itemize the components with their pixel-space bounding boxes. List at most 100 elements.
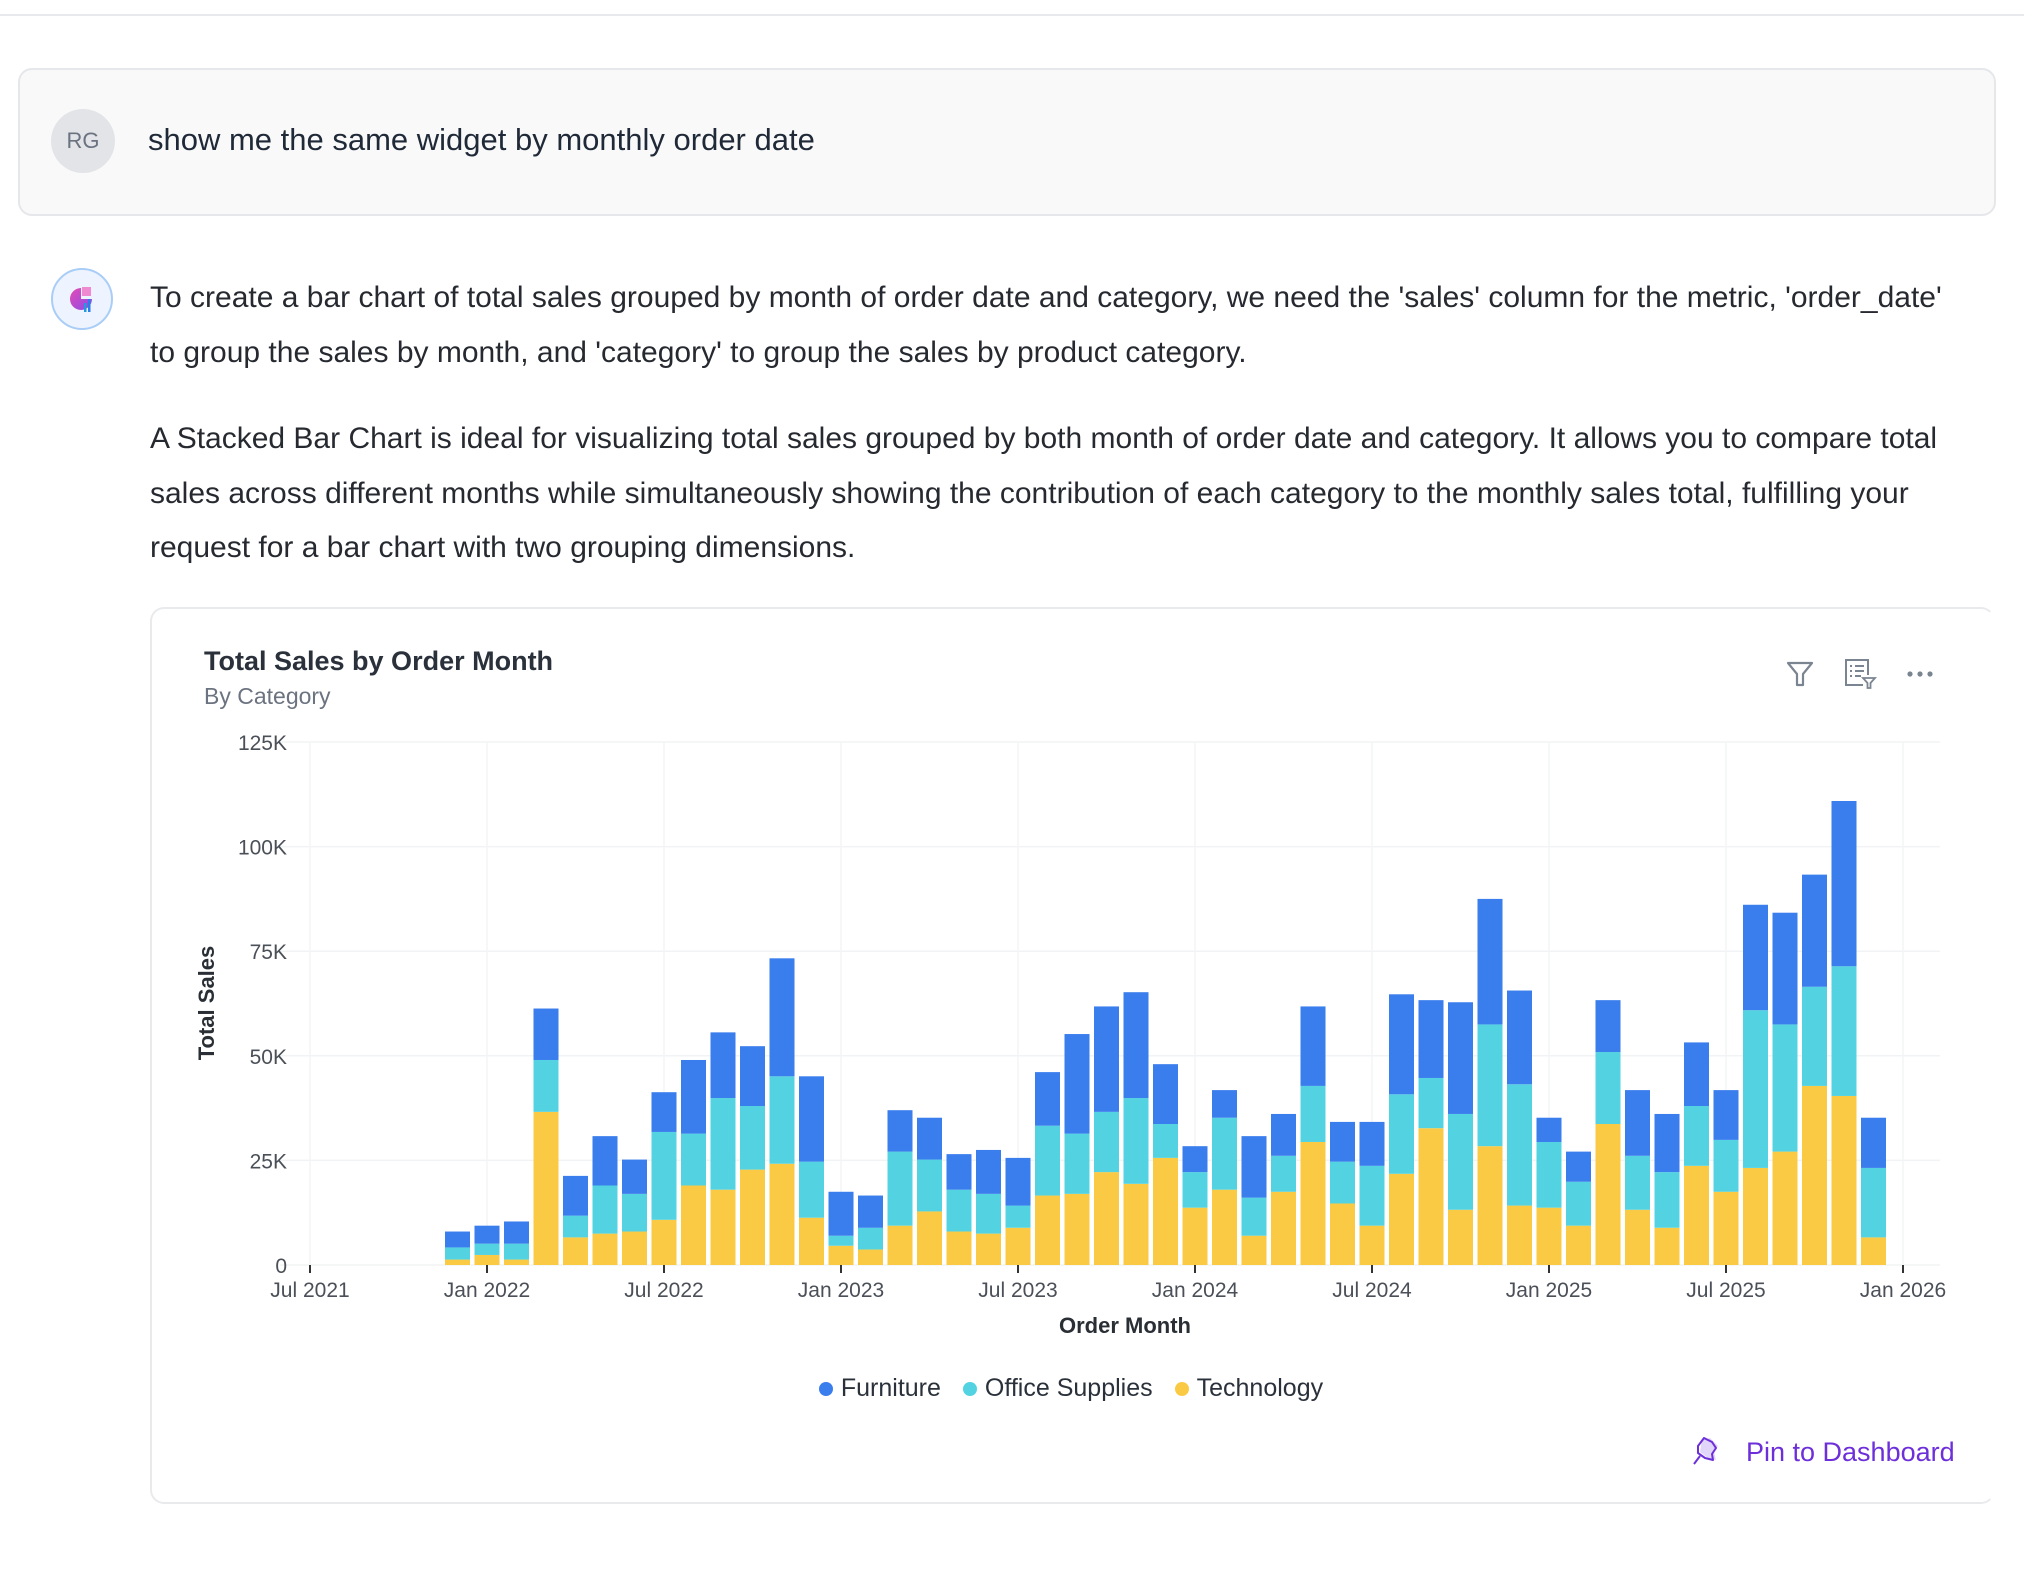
bar-segment-office-supplies[interactable]: Oct 2023 · Office Supplies: 14.4K — [1094, 1111, 1119, 1173]
bar-segment-office-supplies[interactable]: Jan 2022 · Office Supplies: 2.7K — [474, 1243, 500, 1255]
bar-segment-furniture[interactable]: Oct 2025 · Furniture: 26.8K — [1802, 874, 1827, 987]
bar-segment-technology[interactable]: Aug 2025 · Technology: 23.2K — [1743, 1167, 1768, 1265]
filtered-list-button[interactable] — [1840, 654, 1880, 694]
bar-segment-furniture[interactable]: Dec 2022 · Furniture: 20.4K — [799, 1076, 824, 1162]
bar-segment-furniture[interactable]: Oct 2022 · Furniture: 14.3K — [740, 1046, 765, 1107]
bar-segment-office-supplies[interactable]: Jul 2025 · Office Supplies: 12.4K — [1713, 1139, 1739, 1192]
bar-segment-furniture[interactable]: Jun 2023 · Furniture: 10.5K — [976, 1149, 1001, 1194]
bar-segment-office-supplies[interactable]: Aug 2024 · Office Supplies: 19K — [1389, 1094, 1414, 1174]
bar-segment-furniture[interactable]: Jan 2022 · Furniture: 4.3K — [474, 1225, 500, 1244]
bar-segment-furniture[interactable]: May 2023 · Furniture: 8.5K — [946, 1154, 972, 1190]
bar-segment-office-supplies[interactable]: Dec 2022 · Office Supplies: 13.4K — [799, 1161, 824, 1218]
bar-segment-office-supplies[interactable]: Apr 2025 · Office Supplies: 12.9K — [1625, 1155, 1650, 1210]
bar-segment-furniture[interactable]: Sep 2024 · Furniture: 18.6K — [1418, 1000, 1444, 1078]
bar-segment-technology[interactable]: May 2025 · Technology: 8.9K — [1654, 1227, 1680, 1265]
bar-segment-technology[interactable]: Jun 2024 · Technology: 14.7K — [1330, 1203, 1355, 1265]
bar-segment-office-supplies[interactable]: May 2024 · Office Supplies: 13.4K — [1300, 1085, 1326, 1142]
bar-segment-office-supplies[interactable]: May 2023 · Office Supplies: 10K — [946, 1189, 972, 1232]
bar-segment-technology[interactable]: Dec 2023 · Technology: 25.6K — [1153, 1157, 1178, 1265]
bar-segment-office-supplies[interactable]: Jun 2023 · Office Supplies: 9.5K — [976, 1193, 1001, 1234]
bar-segment-office-supplies[interactable]: Aug 2025 · Office Supplies: 37.7K — [1743, 1010, 1768, 1168]
bar-segment-office-supplies[interactable]: Dec 2024 · Office Supplies: 29K — [1507, 1084, 1532, 1206]
bar-segment-office-supplies[interactable]: Dec 2023 · Office Supplies: 8.1K — [1153, 1123, 1178, 1158]
bar-segment-technology[interactable]: Jan 2023 · Technology: 4.6K — [828, 1245, 854, 1265]
bar-segment-furniture[interactable]: Apr 2023 · Furniture: 10K — [917, 1117, 942, 1160]
bar-segment-furniture[interactable]: May 2025 · Furniture: 13.9K — [1654, 1113, 1680, 1173]
bar-segment-office-supplies[interactable]: Nov 2023 · Office Supplies: 20.5K — [1123, 1098, 1149, 1184]
bar-segment-furniture[interactable]: Feb 2023 · Furniture: 7.7K — [858, 1195, 883, 1228]
bar-segment-technology[interactable]: Feb 2022 · Technology: 1.3K — [504, 1259, 529, 1265]
bar-segment-furniture[interactable]: Mar 2024 · Furniture: 14.7K — [1241, 1136, 1267, 1198]
bar-segment-furniture[interactable]: Jun 2024 · Furniture: 9.5K — [1330, 1121, 1355, 1162]
bar-segment-furniture[interactable]: Oct 2024 · Furniture: 26.7K — [1448, 1002, 1473, 1114]
bar-segment-technology[interactable]: Mar 2023 · Technology: 9.4K — [887, 1225, 913, 1265]
bar-segment-technology[interactable]: Aug 2024 · Technology: 21.8K — [1389, 1173, 1414, 1265]
bar-segment-technology[interactable]: Apr 2024 · Technology: 17.5K — [1271, 1191, 1296, 1265]
bar-segment-technology[interactable]: Apr 2025 · Technology: 13.2K — [1625, 1209, 1650, 1265]
bar-segment-technology[interactable]: Mar 2024 · Technology: 7K — [1241, 1235, 1267, 1265]
bar-segment-technology[interactable]: Apr 2023 · Technology: 12.8K — [917, 1211, 942, 1265]
bar-segment-office-supplies[interactable]: Nov 2024 · Office Supplies: 29.1K — [1477, 1024, 1503, 1147]
bar-segment-office-supplies[interactable]: Apr 2022 · Office Supplies: 5.2K — [563, 1215, 588, 1238]
bar-segment-technology[interactable]: Dec 2025 · Technology: 6.6K — [1861, 1237, 1886, 1265]
bar-segment-furniture[interactable]: Jul 2025 · Furniture: 11.9K — [1713, 1090, 1739, 1140]
bar-segment-technology[interactable]: Jul 2025 · Technology: 17.5K — [1713, 1191, 1739, 1265]
pin-to-dashboard-button[interactable]: Pin to Dashboard — [1688, 1434, 1955, 1470]
bar-segment-office-supplies[interactable]: Aug 2023 · Office Supplies: 16.7K — [1035, 1125, 1060, 1196]
bar-segment-technology[interactable]: Nov 2022 · Technology: 24.2K — [769, 1163, 795, 1265]
bar-segment-technology[interactable]: Nov 2025 · Technology: 40.4K — [1831, 1095, 1857, 1265]
bar-segment-office-supplies[interactable]: Feb 2022 · Office Supplies: 3.8K — [504, 1243, 529, 1260]
bar-segment-office-supplies[interactable]: Jun 2025 · Office Supplies: 14.3K — [1684, 1106, 1709, 1166]
bar-segment-technology[interactable]: Feb 2023 · Technology: 3.7K — [858, 1249, 883, 1265]
bar-segment-office-supplies[interactable]: Apr 2024 · Office Supplies: 8.6K — [1271, 1155, 1296, 1192]
bar-segment-office-supplies[interactable]: Jan 2024 · Office Supplies: 8.5K — [1182, 1172, 1208, 1208]
bar-segment-furniture[interactable]: Aug 2022 · Furniture: 17.6K — [681, 1059, 706, 1134]
bar-segment-office-supplies[interactable]: Feb 2024 · Office Supplies: 17.2K — [1212, 1117, 1237, 1190]
bar-segment-technology[interactable]: Dec 2024 · Technology: 14.2K — [1507, 1205, 1532, 1265]
bar-segment-technology[interactable]: Nov 2024 · Technology: 28.4K — [1477, 1146, 1503, 1265]
bar-segment-office-supplies[interactable]: Feb 2025 · Office Supplies: 10.5K — [1566, 1181, 1591, 1226]
bar-segment-furniture[interactable]: Jan 2025 · Furniture: 5.8K — [1536, 1117, 1562, 1142]
bar-segment-office-supplies[interactable]: Sep 2024 · Office Supplies: 12K — [1418, 1077, 1444, 1129]
bar-segment-office-supplies[interactable]: Jul 2024 · Office Supplies: 14.3K — [1359, 1165, 1385, 1226]
bar-segment-furniture[interactable]: Aug 2025 · Furniture: 25.2K — [1743, 904, 1768, 1011]
bar-segment-office-supplies[interactable]: Jul 2023 · Office Supplies: 5.3K — [1005, 1205, 1031, 1228]
bar-segment-furniture[interactable]: Nov 2023 · Furniture: 25.3K — [1123, 992, 1149, 1099]
bar-segment-furniture[interactable]: May 2022 · Furniture: 11.8K — [592, 1136, 618, 1186]
bar-segment-technology[interactable]: Apr 2022 · Technology: 6.6K — [563, 1237, 588, 1265]
bar-segment-office-supplies[interactable]: Dec 2025 · Office Supplies: 16.6K — [1861, 1167, 1886, 1238]
bar-segment-technology[interactable]: Mar 2022 · Technology: 36.6K — [533, 1111, 559, 1265]
bar-segment-furniture[interactable]: Jun 2025 · Furniture: 15.2K — [1684, 1042, 1709, 1107]
bar-segment-technology[interactable]: Jan 2022 · Technology: 2.4K — [474, 1254, 500, 1265]
bar-segment-technology[interactable]: Sep 2022 · Technology: 18K — [710, 1189, 736, 1265]
bar-segment-technology[interactable]: Nov 2023 · Technology: 19.4K — [1123, 1183, 1149, 1265]
bar-segment-furniture[interactable]: Mar 2022 · Furniture: 12.3K — [533, 1008, 559, 1060]
bar-segment-technology[interactable]: Dec 2022 · Technology: 11.3K — [799, 1217, 824, 1265]
bar-segment-office-supplies[interactable]: Sep 2022 · Office Supplies: 21.9K — [710, 1098, 736, 1190]
bar-segment-technology[interactable]: Oct 2023 · Technology: 22.2K — [1094, 1172, 1119, 1265]
bar-segment-office-supplies[interactable]: Jun 2024 · Office Supplies: 10K — [1330, 1161, 1355, 1204]
bar-segment-furniture[interactable]: Sep 2022 · Furniture: 15.7K — [710, 1032, 736, 1099]
legend-item-furniture[interactable]: Furniture — [818, 1374, 941, 1403]
filter-button[interactable] — [1780, 654, 1820, 694]
bar-segment-technology[interactable]: Jun 2022 · Technology: 8K — [622, 1231, 647, 1265]
bar-segment-technology[interactable]: Sep 2025 · Technology: 27.1K — [1772, 1151, 1798, 1265]
bar-segment-technology[interactable]: Jan 2025 · Technology: 13.7K — [1536, 1207, 1562, 1265]
bar-segment-furniture[interactable]: Sep 2025 · Furniture: 26.7K — [1772, 912, 1798, 1025]
bar-segment-technology[interactable]: Sep 2023 · Technology: 17K — [1064, 1193, 1090, 1265]
bar-segment-office-supplies[interactable]: Jan 2023 · Office Supplies: 2.4K — [828, 1235, 854, 1246]
bar-segment-office-supplies[interactable]: Oct 2024 · Office Supplies: 22.9K — [1448, 1113, 1473, 1210]
bar-segment-technology[interactable]: Jul 2022 · Technology: 10.8K — [651, 1219, 677, 1265]
bar-segment-furniture[interactable]: Aug 2023 · Furniture: 12.8K — [1035, 1072, 1060, 1126]
bar-segment-furniture[interactable]: Nov 2025 · Furniture: 39.5K — [1831, 800, 1857, 967]
bar-segment-furniture[interactable]: Apr 2025 · Furniture: 15.7K — [1625, 1090, 1650, 1156]
bar-segment-technology[interactable]: Aug 2023 · Technology: 16.6K — [1035, 1195, 1060, 1265]
bar-segment-technology[interactable]: Jul 2024 · Technology: 9.4K — [1359, 1225, 1385, 1265]
bar-segment-office-supplies[interactable]: Oct 2022 · Office Supplies: 15.2K — [740, 1106, 765, 1170]
bar-segment-furniture[interactable]: Sep 2023 · Furniture: 23.8K — [1064, 1034, 1090, 1134]
bar-segment-office-supplies[interactable]: Nov 2022 · Office Supplies: 20.9K — [769, 1076, 795, 1164]
bar-segment-office-supplies[interactable]: Jan 2025 · Office Supplies: 15.7K — [1536, 1141, 1562, 1208]
bar-segment-technology[interactable]: Oct 2025 · Technology: 42.8K — [1802, 1085, 1827, 1265]
bar-segment-technology[interactable]: May 2023 · Technology: 8K — [946, 1231, 972, 1265]
bar-segment-furniture[interactable]: Feb 2025 · Furniture: 7.2K — [1566, 1151, 1591, 1182]
